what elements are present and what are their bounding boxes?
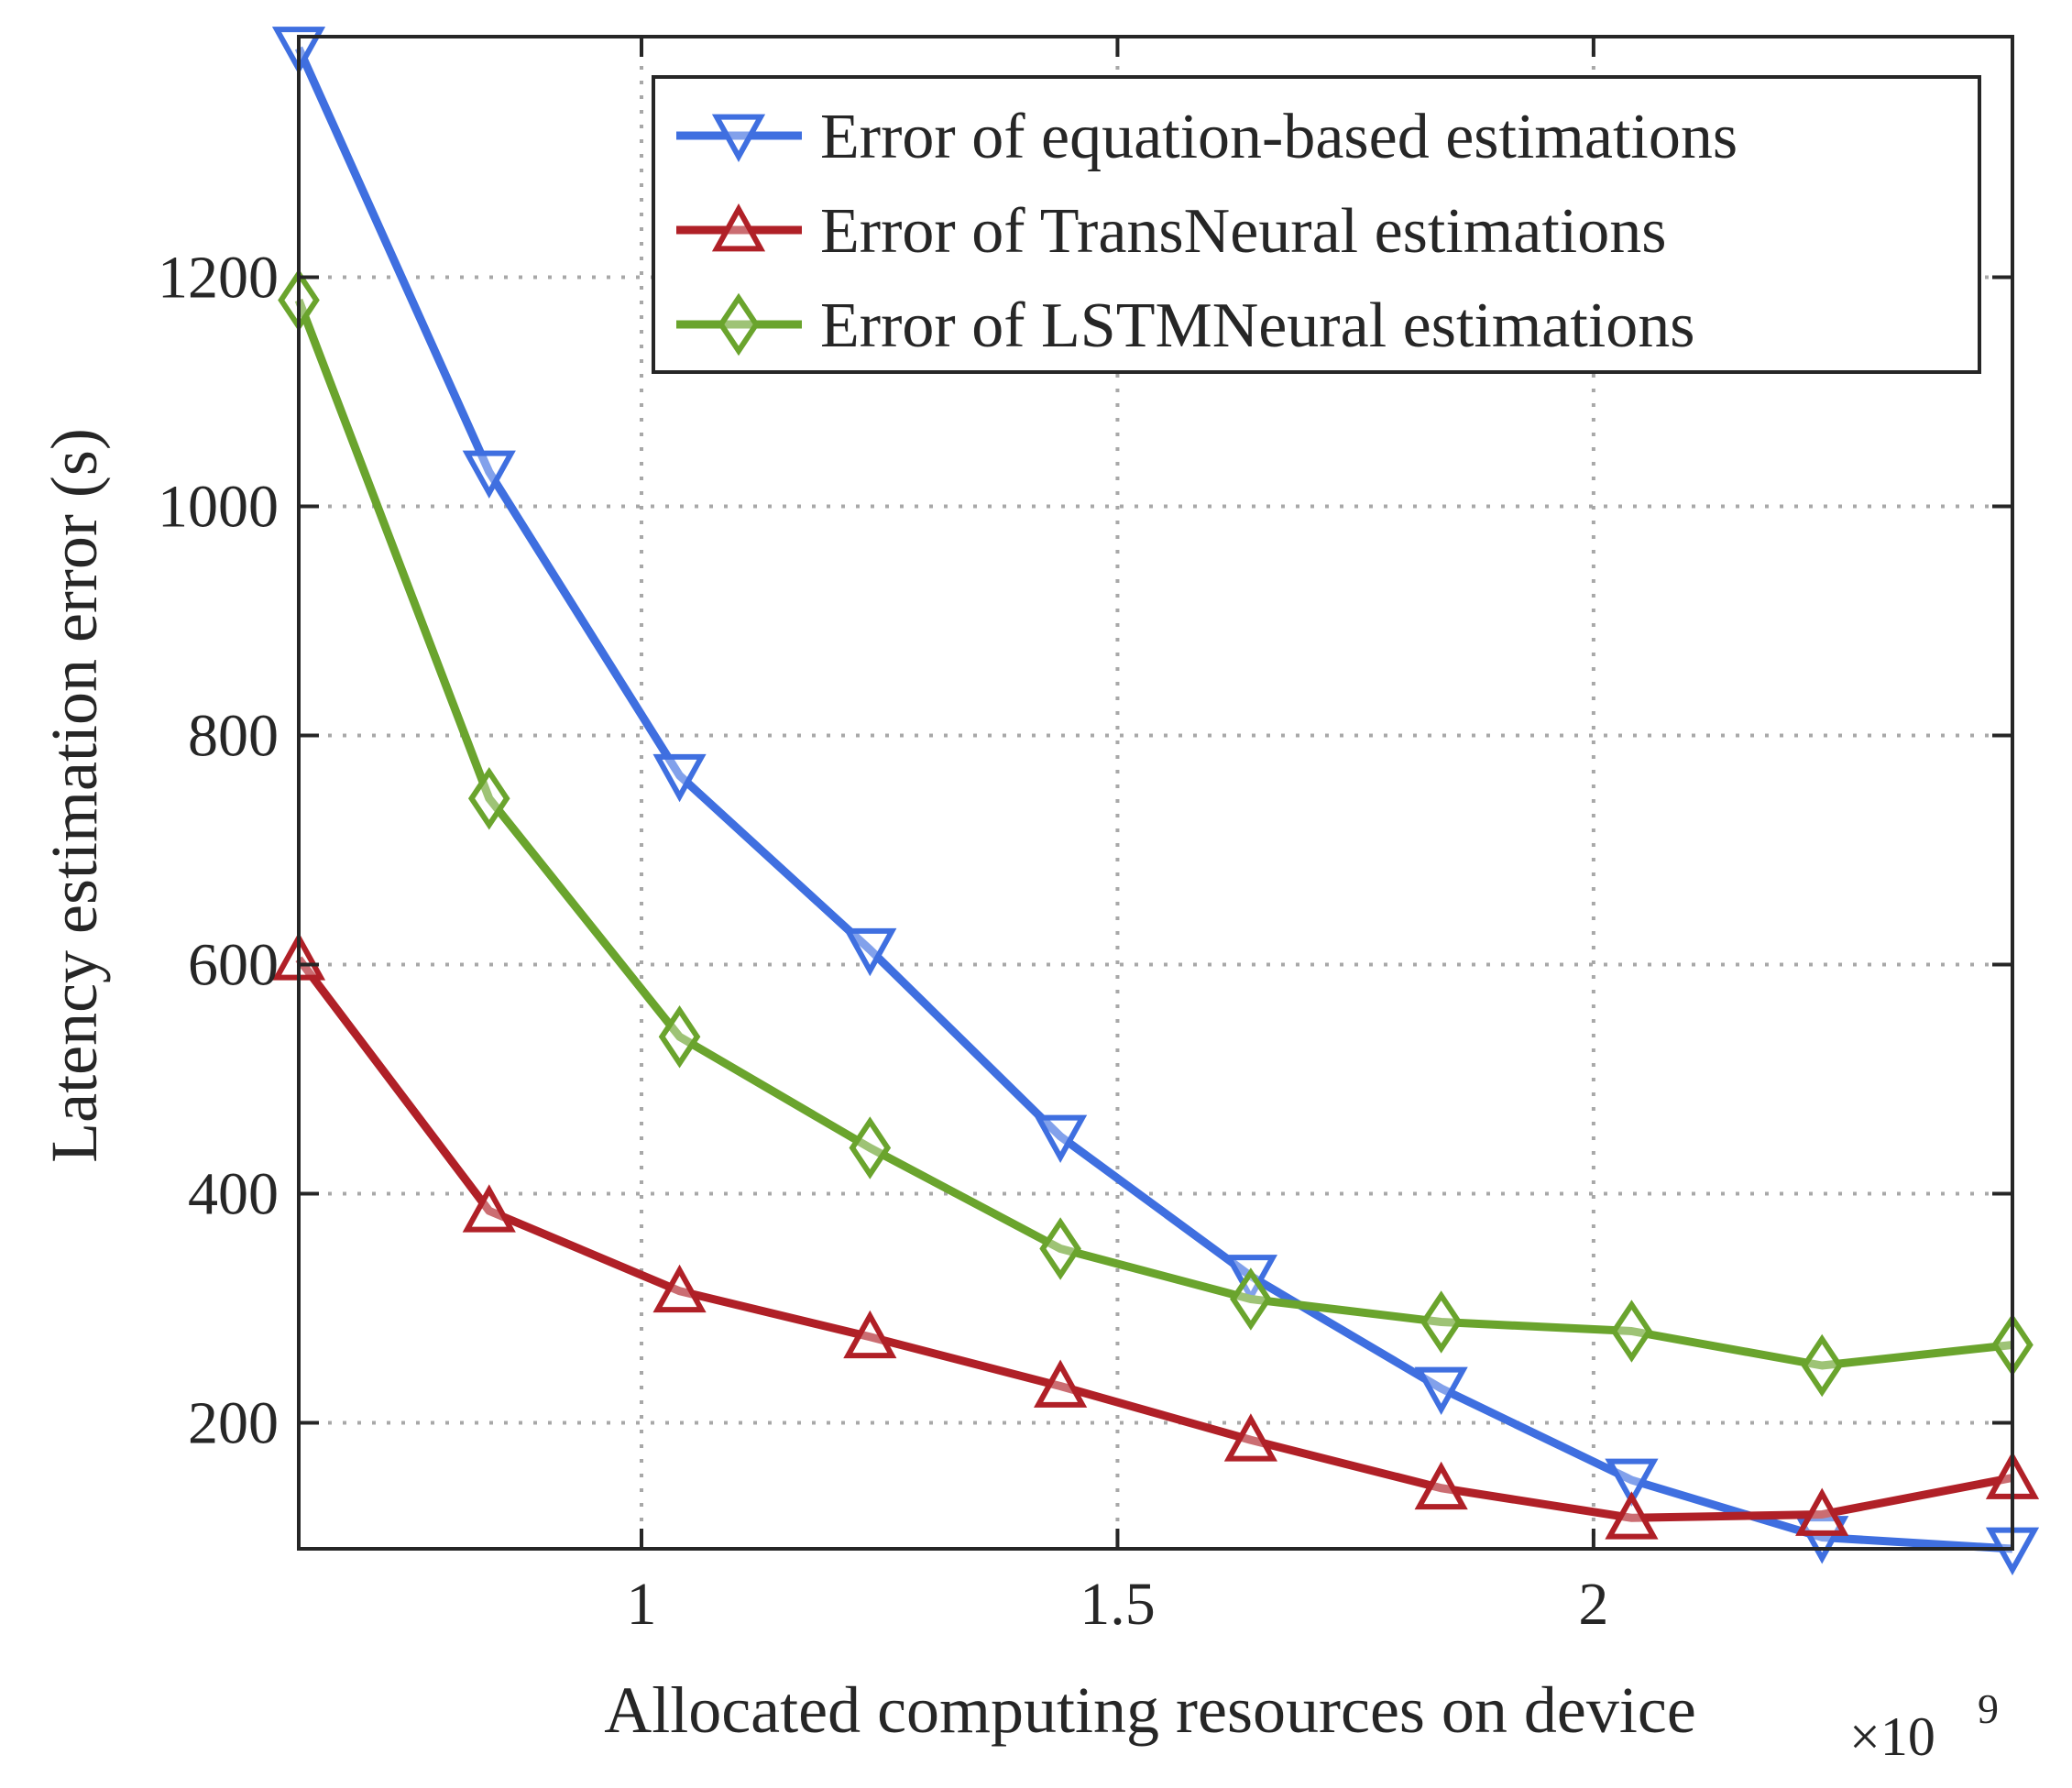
legend-marker <box>718 292 760 357</box>
x-axis-label: Allocated computing resources on device <box>604 1673 1696 1747</box>
data-point-marker <box>1795 1487 1849 1536</box>
y-tick-label: 600 <box>188 932 279 999</box>
data-point-marker <box>467 767 510 830</box>
legend-item: Error of LSTMNeural estimations <box>676 291 1695 361</box>
legend-item: Error of equation-based estimations <box>676 102 1738 172</box>
x-exponent-power: 9 <box>1978 1685 1999 1732</box>
data-point-marker <box>1801 1333 1844 1398</box>
series-line <box>294 46 2013 1553</box>
data-point-marker <box>1795 1516 1849 1564</box>
data-point-marker <box>1420 1290 1463 1354</box>
data-point-marker <box>1414 1461 1468 1510</box>
data-point-marker <box>1605 1458 1659 1507</box>
data-point-marker <box>1034 1359 1088 1408</box>
data-point-marker <box>1223 1413 1277 1462</box>
tick-labels: 1 1.5 2 200 400 600 800 1000 1200 <box>158 245 1608 1639</box>
data-point-marker <box>1610 1300 1653 1363</box>
data-point-marker <box>462 450 516 499</box>
data-point-marker <box>1034 1114 1088 1163</box>
series-line <box>294 298 2013 1370</box>
legend-label: Error of TransNeural estimations <box>820 196 1666 267</box>
data-point-marker <box>843 1310 897 1359</box>
legend-item: Error of TransNeural estimations <box>676 196 1666 267</box>
data-point-marker <box>1039 1217 1081 1280</box>
data-point-marker <box>1230 1267 1272 1331</box>
y-axis-label: Latency estimation error (s) <box>38 428 111 1163</box>
data-point-marker <box>462 1184 516 1233</box>
data-point-marker <box>652 1264 707 1313</box>
y-tick-label: 200 <box>188 1390 279 1457</box>
y-tick-label: 400 <box>188 1161 279 1228</box>
data-point-marker <box>658 1005 701 1069</box>
legend-marker <box>711 114 766 162</box>
data-point-marker <box>1414 1366 1468 1415</box>
series-lines <box>271 27 2040 1575</box>
tick-marks <box>299 37 2012 1549</box>
x-tick-label: 1.5 <box>1080 1571 1156 1638</box>
data-point-marker <box>652 753 707 803</box>
legend-box <box>652 75 1981 374</box>
data-point-marker <box>843 927 897 977</box>
legend-marker <box>711 203 766 252</box>
y-tick-label: 1200 <box>158 245 279 312</box>
legend-label: Error of LSTMNeural estimations <box>820 291 1695 361</box>
series-1 <box>271 27 2040 1575</box>
x-exponent-base: ×10 <box>1849 1706 1935 1767</box>
data-point-marker <box>1605 1491 1659 1540</box>
x-tick-label: 1 <box>627 1571 657 1638</box>
series-line <box>295 956 2013 1522</box>
series-2 <box>271 932 2040 1540</box>
data-point-marker <box>849 1116 892 1179</box>
legend: Error of equation-based estimations Error… <box>652 75 1981 374</box>
axes-box <box>297 35 2014 1551</box>
legend-items: Error of equation-based estimations Error… <box>676 102 1738 361</box>
x-tick-label: 2 <box>1578 1571 1608 1638</box>
legend-label: Error of equation-based estimations <box>820 102 1738 172</box>
series-3 <box>278 269 2034 1398</box>
y-tick-label: 1000 <box>158 474 279 541</box>
y-tick-label: 800 <box>188 703 279 770</box>
